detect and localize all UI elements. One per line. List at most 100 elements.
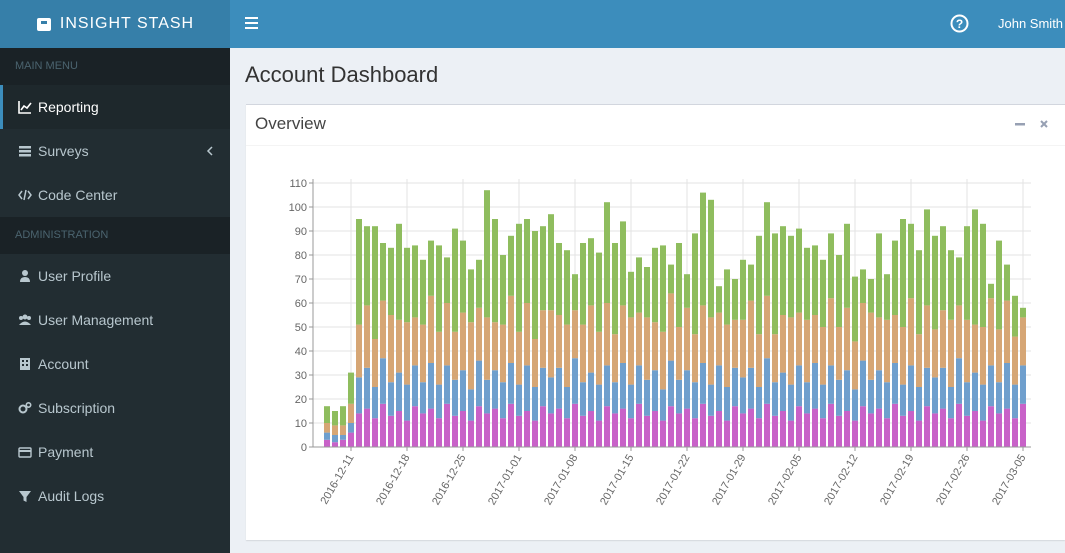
bar-segment [908,223,914,299]
x-tick-label: 2017-02-05 [766,453,805,508]
bar-segment [324,439,330,447]
bar-segment [684,408,690,447]
bar-segment [428,295,434,363]
bar-segment [868,279,874,313]
bar-segment [676,243,682,327]
bar-segment [444,365,450,404]
bar-segment [332,411,338,426]
bar-segment [436,418,442,447]
menu-item[interactable]: Surveys [0,129,230,173]
bar-segment [444,403,450,447]
bar-segment [892,240,898,315]
bar-segment [988,283,994,299]
bar-segment [892,403,898,447]
menu-label: Account [38,356,89,372]
bar-segment [556,315,562,368]
bar-segment [476,307,482,361]
bar-segment [916,334,922,387]
user-name[interactable]: John Smith [998,16,1064,31]
bar-segment [1004,408,1010,447]
bar-segment [492,322,498,371]
bar-segment [452,331,458,380]
menu-label: User Profile [38,268,112,284]
menu-item[interactable]: Reporting [0,85,230,129]
bar-segment [452,228,458,332]
sidebar: MAIN MENU Reporting Surveys Code Center … [0,48,230,553]
bar-segment [524,219,530,303]
menu-item[interactable]: Account [0,342,230,386]
bar-segment [1020,403,1026,447]
bar-segment [708,317,714,385]
bar-segment [348,423,354,433]
menu-toggle[interactable] [245,17,258,29]
bar-segment [404,247,410,323]
bar-segment [596,384,602,421]
bar-segment [644,379,650,416]
bar-segment [924,209,930,306]
bar-segment [908,365,914,411]
bar-segment [1012,418,1018,447]
menu-item[interactable]: User Profile [0,254,230,298]
icon [19,314,31,325]
bar-segment [852,389,858,421]
bar-segment [388,247,394,315]
svg-text:?: ? [956,17,963,31]
bar-segment [908,411,914,447]
bar-segment [380,358,386,404]
close-button[interactable] [1040,120,1048,128]
bar-segment [740,413,746,447]
menu-item[interactable]: Payment [0,430,230,474]
bar-segment [468,420,474,447]
bar-segment [468,269,474,323]
menu-label: Subscription [38,400,116,416]
icon [18,101,32,114]
bar-segment [668,293,674,361]
bar-segment [724,324,730,387]
help-icon[interactable]: ? [950,14,969,33]
bar-segment [932,329,938,378]
bar-segment [372,339,378,387]
bar-segment [588,372,594,411]
bar-segment [724,387,730,421]
bar-segment [412,245,418,318]
bar-segment [436,384,442,419]
bar-segment [524,411,530,447]
bar-segment [780,372,786,411]
bar-segment [812,315,818,363]
bar-segment [332,425,338,435]
bar-segment [796,406,802,447]
bar-segment [988,406,994,447]
bar-segment [796,365,802,407]
bar-segment [588,411,594,447]
bar-segment [980,327,986,385]
bar-segment [636,365,642,404]
menu-item[interactable]: Code Center [0,173,230,217]
bar-segment [604,406,610,447]
bar-segment [332,435,338,443]
bar-segment [916,387,922,421]
bar-segment [540,367,546,407]
bar-segment [324,423,330,433]
bar-segment [564,387,570,419]
bar-segment [348,403,354,423]
bar-segment [428,363,434,409]
icon [19,146,31,157]
bar-segment [772,415,778,447]
bar-segment [356,324,362,378]
minimize-button[interactable] [1015,119,1025,129]
bar-segment [508,295,514,363]
bar-segment [732,367,738,407]
bar-segment [996,240,1002,330]
menu-item[interactable]: User Management [0,298,230,342]
bar-segment [340,425,346,435]
menu-item[interactable]: Audit Logs [0,474,230,518]
bar-segment [460,240,466,313]
bar-segment [340,439,346,447]
bar-segment [964,382,970,416]
bar-segment [332,442,338,447]
menu-item[interactable]: Subscription [0,386,230,430]
brand[interactable]: INSIGHT STASH [0,0,230,48]
bar-segment [460,370,466,411]
bar-segment [628,271,634,318]
bar-segment [516,331,522,385]
